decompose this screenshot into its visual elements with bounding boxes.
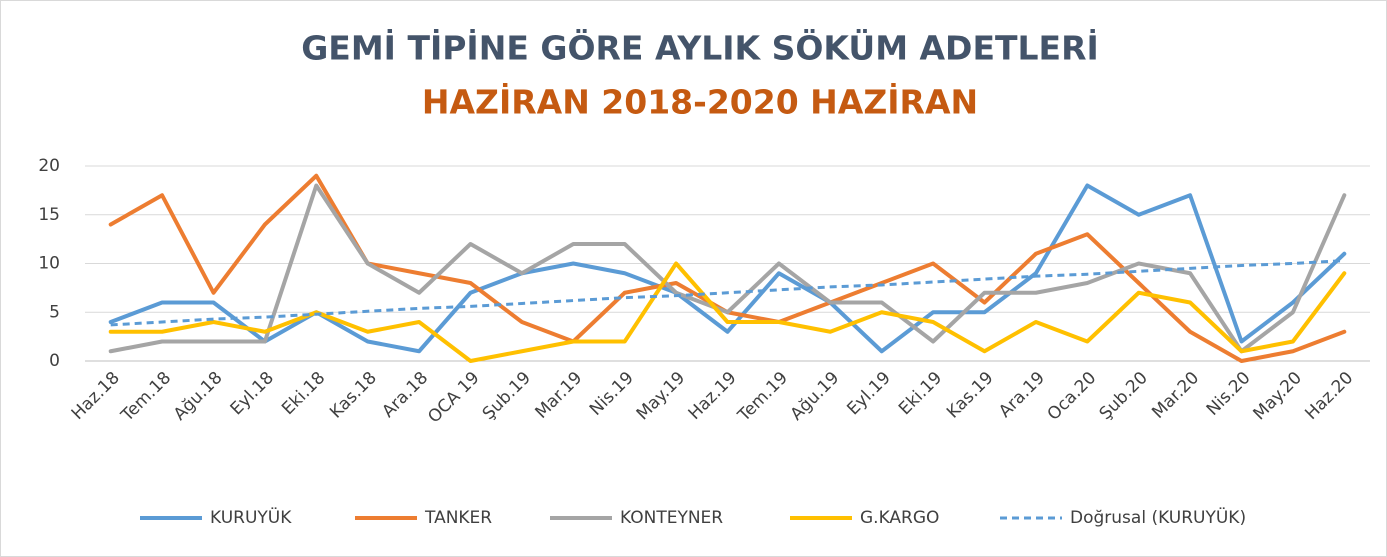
legend-label: G.KARGO [860, 508, 939, 528]
legend-label: TANKER [424, 508, 492, 528]
y-tick-label: 10 [38, 254, 60, 274]
trend-line [110, 259, 1345, 327]
y-tick-label: 15 [38, 205, 60, 225]
y-tick-label: 5 [49, 302, 60, 322]
series-line [108, 261, 1347, 363]
series-line [108, 183, 1347, 354]
chart-subtitle: HAZİRAN 2018-2020 HAZİRAN [422, 82, 978, 122]
y-tick-label: 0 [49, 351, 60, 371]
legend-label: Doğrusal (KURUYÜK) [1070, 506, 1246, 528]
legend-label: KONTEYNER [620, 508, 723, 528]
legend-label: KURUYÜK [210, 506, 292, 528]
y-tick-label: 20 [38, 156, 60, 176]
chart-title: GEMİ TİPİNE GÖRE AYLIK SÖKÜM ADETLERİ [301, 28, 1099, 68]
